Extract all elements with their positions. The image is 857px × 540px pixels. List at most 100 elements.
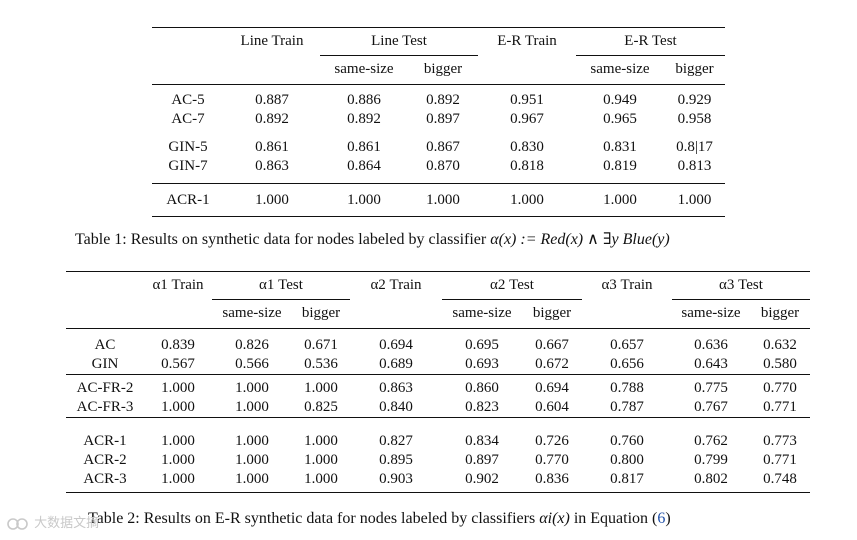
cell: 0.892 [426, 92, 460, 108]
header-er-test: E-R Test [576, 27, 725, 56]
cell: 0.580 [763, 356, 797, 372]
cell: 0.632 [763, 337, 797, 353]
table1-caption: Table 1: Results on synthetic data for n… [75, 229, 670, 249]
row-label: ACR-1 [152, 183, 224, 217]
row-label: GIN [91, 356, 119, 372]
table-row: AC-FR-2 1.000 1.000 1.000 0.863 0.860 0.… [66, 379, 810, 398]
cell: 1.000 [408, 183, 478, 217]
subheader-bigger: bigger [675, 61, 714, 78]
cell: 0.965 [603, 111, 637, 127]
cell: 0.861 [255, 139, 289, 155]
row-label: ACR-1 [83, 433, 127, 449]
cell: 0.958 [677, 111, 712, 127]
cell: 0.787 [610, 399, 644, 415]
header-a1-test: α1 Test [212, 271, 350, 300]
cell: 1.000 [235, 433, 269, 449]
cell: 1.000 [664, 183, 725, 217]
cell: 0.771 [763, 452, 797, 468]
cell: 0.819 [603, 158, 637, 174]
cell: 1.000 [144, 470, 212, 493]
cell: 1.000 [235, 380, 269, 396]
caption-formula: αi(x) [539, 510, 570, 527]
cell: 0.657 [610, 337, 644, 353]
row-label: AC [94, 337, 116, 353]
subheader-same-size: same-size [681, 305, 741, 322]
cell: 1.000 [292, 470, 350, 493]
cell: 0.887 [255, 92, 289, 108]
cell: 1.000 [304, 380, 338, 396]
cell: 0.949 [603, 92, 637, 108]
table-row: AC-5 0.887 0.886 0.892 0.951 0.949 0.929 [152, 91, 725, 110]
cell: 0.694 [379, 337, 413, 353]
cell: 0.788 [610, 380, 644, 396]
cell: 0.897 [426, 111, 460, 127]
cell: 0.902 [442, 470, 522, 493]
row-label: AC-7 [171, 111, 205, 127]
cell: 0.967 [510, 111, 544, 127]
cell: 1.000 [224, 183, 320, 217]
table2-caption: Table 2: Results on E-R synthetic data f… [88, 510, 671, 528]
cell: 0.818 [510, 158, 544, 174]
cell: 0.771 [763, 399, 797, 415]
cell: 0.760 [610, 433, 644, 449]
subheader-same-size: same-size [334, 61, 394, 78]
cell: 1.000 [161, 433, 195, 449]
header-a2-train: α2 Train [350, 271, 442, 299]
table1-header-row: Line Train Line Test E-R Train E-R Test [152, 27, 725, 56]
cell: 0.861 [347, 139, 381, 155]
cell: 0.903 [350, 470, 442, 493]
header-a1-train: α1 Train [144, 271, 212, 299]
table1-subheader-row: same-size bigger same-size bigger [152, 55, 725, 85]
cell: 0.671 [304, 337, 338, 353]
subheader-same-size: same-size [590, 61, 650, 78]
table-row: GIN-5 0.861 0.861 0.867 0.830 0.831 0.8|… [152, 138, 725, 157]
table-row: GIN 0.567 0.566 0.536 0.689 0.693 0.672 … [66, 355, 810, 375]
table2-subheader-row: same-size bigger same-size bigger same-s… [66, 299, 810, 329]
cell: 1.000 [478, 183, 576, 217]
row-label: AC-FR-3 [76, 399, 134, 415]
cell: 0.656 [610, 356, 644, 372]
cell: 1.000 [161, 380, 195, 396]
cell: 0.827 [379, 433, 413, 449]
cell: 0.773 [763, 433, 797, 449]
cell: 1.000 [235, 399, 269, 415]
header-a3-train: α3 Train [582, 271, 672, 299]
row-label: ACR-3 [66, 470, 144, 493]
cell: 0.867 [426, 139, 460, 155]
cell: 1.000 [304, 433, 338, 449]
cell: 0.643 [694, 356, 728, 372]
cell: 0.800 [610, 452, 644, 468]
equation-reference-link[interactable]: 6 [657, 510, 666, 527]
cell: 0.566 [235, 356, 269, 372]
cell: 1.000 [320, 183, 408, 217]
table-row: AC-FR-3 1.000 1.000 0.825 0.840 0.823 0.… [66, 398, 810, 418]
caption-text: Table 2: Results on E-R synthetic data f… [88, 510, 540, 527]
cell: 0.604 [535, 399, 569, 415]
cell: 0.667 [535, 337, 569, 353]
table-row: AC 0.839 0.826 0.671 0.694 0.695 0.667 0… [66, 336, 810, 355]
cell: 0.839 [161, 337, 195, 353]
cell: 1.000 [235, 452, 269, 468]
cell: 1.000 [212, 470, 292, 493]
cell: 0.767 [694, 399, 728, 415]
table2-header-row: α1 Train α1 Test α2 Train α2 Test α3 Tra… [66, 271, 810, 300]
cell: 1.000 [161, 399, 195, 415]
cell: 0.770 [763, 380, 797, 396]
subheader-bigger: bigger [423, 61, 463, 78]
cell: 0.860 [465, 380, 499, 396]
cell: 0.689 [379, 356, 413, 372]
cell: 0.864 [347, 158, 381, 174]
caption-text: ) [665, 510, 671, 527]
row-label: AC-FR-2 [76, 380, 134, 396]
watermark-logo-icon [7, 517, 28, 530]
cell: 0.636 [694, 337, 728, 353]
cell: 0.567 [161, 356, 195, 372]
results-table-2: α1 Train α1 Test α2 Train α2 Test α3 Tra… [66, 271, 810, 493]
cell: 0.870 [426, 158, 460, 174]
row-label: ACR-2 [83, 452, 127, 468]
cell: 0.694 [535, 380, 569, 396]
cell: 0.863 [379, 380, 413, 396]
cell: 0.799 [694, 452, 728, 468]
subheader-bigger: bigger [760, 305, 800, 322]
cell: 0.834 [465, 433, 499, 449]
